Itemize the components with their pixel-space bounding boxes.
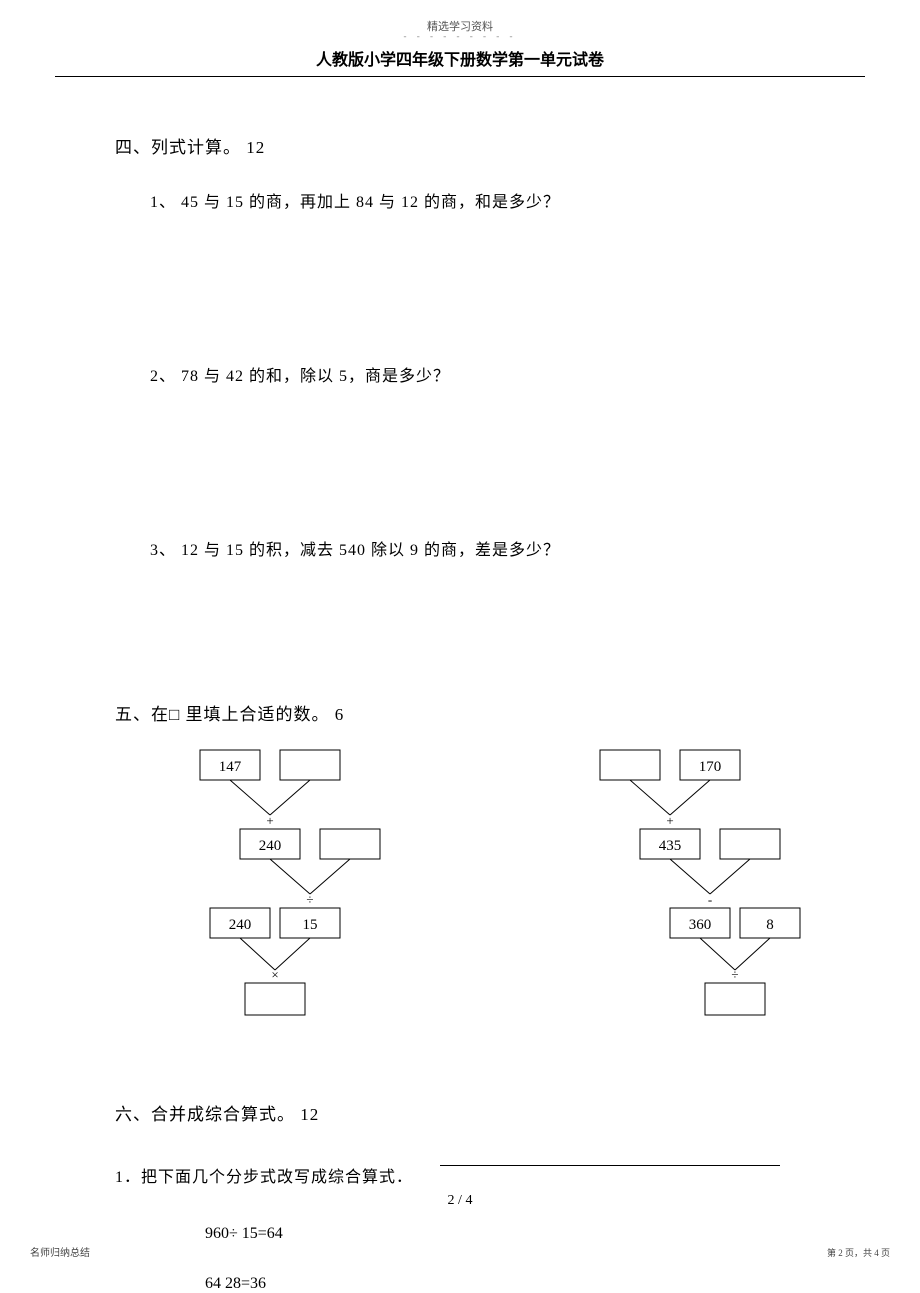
- page-number: 2 / 4: [448, 1193, 473, 1209]
- box-r1b-r: 170: [699, 759, 722, 775]
- box-r3a: 240: [229, 917, 252, 933]
- diagram-right: 170 + 435 - 360: [575, 745, 805, 1025]
- op2-r: -: [708, 892, 712, 907]
- op2: ÷: [306, 892, 313, 907]
- section6-instruction: 1．把下面几个分步式改写成综合算式．: [115, 1163, 865, 1187]
- section4-heading: 四、列式计算。 12: [115, 133, 865, 158]
- section6-heading: 六、合并成综合算式。 12: [115, 1100, 865, 1125]
- box-r3b: 15: [303, 917, 318, 933]
- page-title: 人教版小学四年级下册数学第一单元试卷: [55, 38, 865, 77]
- op1: +: [266, 813, 273, 828]
- op3: ×: [271, 967, 278, 982]
- diagram-right-svg: 170 + 435 - 360: [575, 745, 805, 1025]
- op3-r: ÷: [731, 967, 738, 982]
- question-4-2: 2、 78 与 42 的和，除以 5，商是多少？: [150, 362, 865, 386]
- diagram-left: 147 + 240 ÷: [175, 745, 405, 1025]
- box-r2a: 240: [259, 838, 282, 854]
- box-r1a: 147: [219, 759, 242, 775]
- footer-right: 第 2 页，共 4 页: [827, 1246, 890, 1259]
- question-4-1: 1、 45 与 15 的商，再加上 84 与 12 的商，和是多少？: [150, 188, 865, 212]
- watermark-title: 精选学习资料: [0, 0, 920, 34]
- section5-heading: 五、在□ 里填上合适的数。 6: [115, 700, 865, 725]
- equation-1: 960÷ 15=64: [205, 1225, 865, 1243]
- op1-r: +: [666, 813, 673, 828]
- box-r3a-r: 360: [689, 917, 712, 933]
- footer-left: 名师归纳总结: [30, 1244, 90, 1259]
- question-4-3: 3、 12 与 15 的积，减去 540 除以 9 的商，差是多少？: [150, 536, 865, 560]
- box-r3b-r: 8: [766, 917, 774, 933]
- diagram-left-svg: 147 + 240 ÷: [175, 745, 405, 1025]
- answer-line: [440, 1165, 780, 1166]
- box-r2a-r: 435: [659, 838, 682, 854]
- equation-2: 64 28=36: [205, 1275, 865, 1293]
